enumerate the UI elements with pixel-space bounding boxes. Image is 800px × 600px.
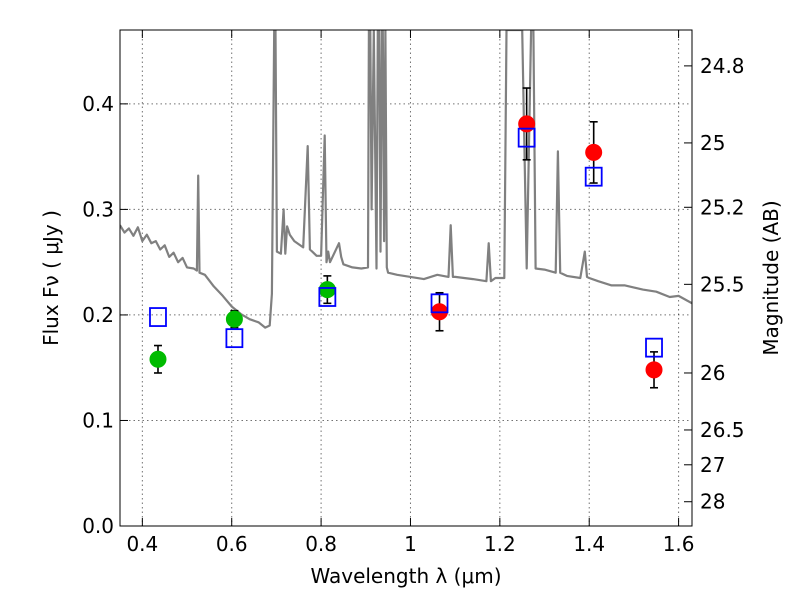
y-axis-label: Flux Fν ( μJy ) [39,210,63,346]
data-points [149,87,663,389]
model-square [584,166,603,187]
y-tick-label: 0.3 [82,197,114,221]
x-tick-label: 0.6 [216,532,248,556]
y-tick-label: 0.4 [82,92,114,116]
spectrum [120,30,692,329]
photometry-point [645,361,663,379]
x-tick-label: 1 [404,532,417,556]
photometry-point [318,281,336,299]
right-tick-label: 28 [700,490,725,514]
x-axis-label: Wavelength λ (μm) [310,564,501,588]
plot-frame [119,29,693,527]
model-square [430,293,449,314]
photometry-point [225,310,243,328]
axis-ticks: 0.4 0.6 0.8 1 1.2 1.4 1.6 0.0 0.1 0.2 0.3 0.4 24.8 25… [82,30,745,556]
right-tick-label: 26 [700,361,725,385]
right-tick-label: 25 [700,131,725,155]
right-tick-label: 27 [700,453,725,477]
x-tick-label: 1.2 [484,532,516,556]
right-tick-label: 24.8 [700,54,745,78]
right-tick-label: 25.2 [700,195,745,219]
x-tick-label: 1.4 [573,532,605,556]
model-square [225,328,244,349]
photometry-point [585,143,603,161]
model-square [517,127,536,148]
model-square [318,287,337,307]
photometry-point [149,350,167,368]
x-tick-label: 1.6 [663,532,695,556]
spectrum-line [120,30,692,329]
plot-background [120,30,692,526]
y-tick-label: 0.0 [82,514,114,538]
x-tick-label: 0.4 [126,532,158,556]
model-square [149,307,167,327]
right-tick-label: 26.5 [700,418,745,442]
y-tick-label: 0.2 [82,303,114,327]
right-tick-label: 25.5 [700,272,745,296]
y-tick-label: 0.1 [82,408,114,432]
x-tick-label: 0.8 [305,532,337,556]
model-square [645,337,663,358]
y-axis-right-label: Magnitude (AB) [759,200,783,355]
